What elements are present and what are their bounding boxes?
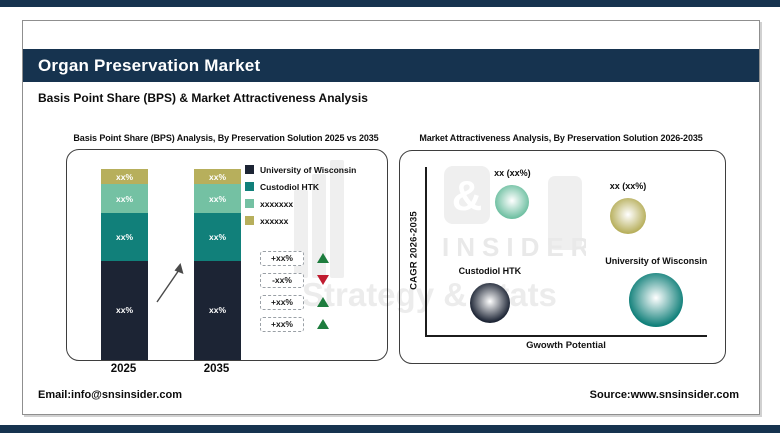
bubble-label: University of Wisconsin [605, 255, 708, 266]
up-triangle-icon [317, 297, 329, 307]
bps-chart-title: Basis Point Share (BPS) Analysis, By Pre… [73, 133, 379, 143]
change-indicator: +xx% [260, 294, 329, 310]
page-title: Organ Preservation Market [38, 56, 261, 75]
footer-source: Source:www.snsinsider.com [589, 389, 739, 401]
change-value-box: -xx% [260, 272, 304, 288]
legend-item: Custodiol HTK [245, 181, 356, 192]
legend-swatch [245, 165, 254, 174]
up-triangle-icon [317, 319, 329, 329]
legend-swatch [245, 199, 254, 208]
legend-swatch [245, 182, 254, 191]
bar-segment: xx% [101, 184, 148, 213]
legend-label: xxxxxx [260, 215, 289, 226]
change-indicator: +xx% [260, 316, 329, 332]
page-subtitle: Basis Point Share (BPS) & Market Attract… [38, 91, 368, 105]
legend-label: xxxxxxx [260, 198, 294, 209]
legend-item: University of Wisconsin [245, 164, 357, 175]
change-value-box: +xx% [260, 316, 304, 332]
bps-chart-panel: xx% xx% xx% xx% xx% xx% xx% xx% University of W… [66, 149, 388, 361]
legend-label: Custodiol HTK [260, 181, 320, 192]
bubble-point [469, 283, 510, 324]
bar-segment: xx% [194, 212, 241, 261]
stacked-bar-2025: xx% xx% xx% xx% [101, 169, 148, 360]
bubble-point [495, 185, 530, 220]
bar-segment: xx% [101, 169, 148, 185]
attractiveness-chart-panel: CAGR 2026-2035 Gwowth Potential xx (xx%)… [399, 150, 726, 364]
change-indicator: +xx% [260, 250, 329, 266]
bar-category-label: 2035 [203, 363, 230, 375]
bps-change-indicators: +xx% -xx% +xx% +xx% [260, 250, 329, 332]
legend-item: xxxxxx [245, 215, 356, 226]
header-band: Organ Preservation Market [23, 49, 759, 82]
bps-legend: University of Wisconsin Custodiol HTK xxxx… [245, 164, 357, 226]
x-axis-label: Gwowth Potential [526, 340, 606, 351]
bubble-point [629, 272, 684, 327]
x-axis-line [425, 335, 707, 337]
bubble-label: xx (xx%) [494, 168, 531, 179]
up-triangle-icon [317, 253, 329, 263]
change-indicator: -xx% [260, 272, 329, 288]
down-triangle-icon [317, 275, 329, 285]
report-card: & INSIDER Strategy & Stats Organ Preserv… [22, 20, 760, 415]
bar-segment: xx% [194, 260, 241, 360]
y-axis-line [425, 167, 427, 336]
bar-segment: xx% [194, 184, 241, 213]
bar-segment: xx% [194, 169, 241, 185]
bar-segment: xx% [101, 260, 148, 360]
change-value-box: +xx% [260, 250, 304, 266]
trend-arrow-icon [156, 263, 184, 303]
bubble-point [610, 197, 647, 234]
legend-swatch [245, 216, 254, 225]
top-accent-bar [0, 0, 780, 7]
change-value-box: +xx% [260, 294, 304, 310]
bubble-label: Custodiol HTK [458, 266, 522, 277]
bar-category-label: 2025 [110, 363, 137, 375]
bottom-accent-bar [0, 425, 780, 433]
bar-segment: xx% [101, 212, 148, 261]
legend-item: xxxxxxx [245, 198, 356, 209]
bubble-label: xx (xx%) [609, 180, 647, 191]
attractiveness-chart-title: Market Attractiveness Analysis, By Prese… [419, 133, 703, 143]
y-axis-label: CAGR 2026-2035 [408, 211, 420, 290]
stacked-bar-2035: xx% xx% xx% xx% [194, 169, 241, 360]
legend-label: University of Wisconsin [260, 164, 357, 175]
footer-email: Email:info@snsinsider.com [38, 389, 182, 401]
